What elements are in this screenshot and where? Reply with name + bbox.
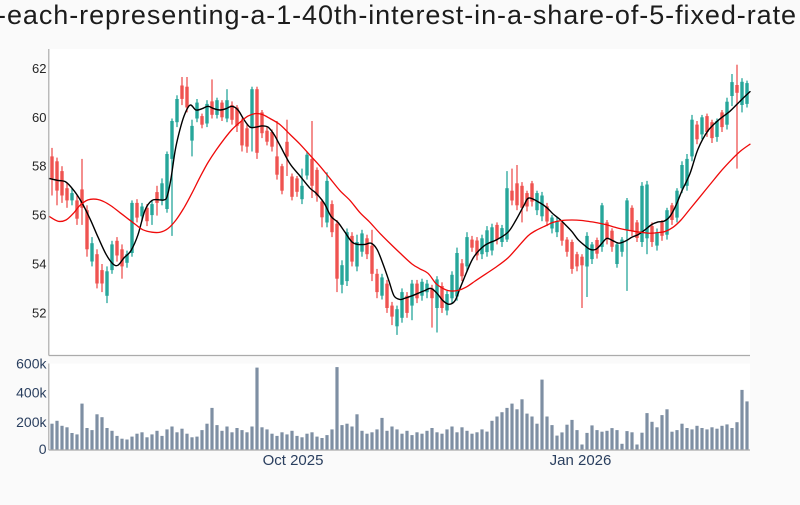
svg-text:600k: 600k	[16, 355, 47, 371]
svg-text:60: 60	[32, 110, 46, 125]
svg-text:62: 62	[32, 61, 46, 76]
svg-text:52: 52	[32, 305, 46, 320]
svg-text:58: 58	[32, 159, 46, 174]
svg-text:54: 54	[32, 257, 46, 272]
svg-text:Oct 2025: Oct 2025	[263, 452, 324, 469]
svg-text:56: 56	[32, 208, 46, 223]
svg-text:400k: 400k	[16, 385, 47, 401]
svg-text:200k: 200k	[16, 414, 47, 430]
svg-text:0: 0	[39, 441, 47, 457]
svg-text:Jan 2026: Jan 2026	[550, 452, 612, 469]
